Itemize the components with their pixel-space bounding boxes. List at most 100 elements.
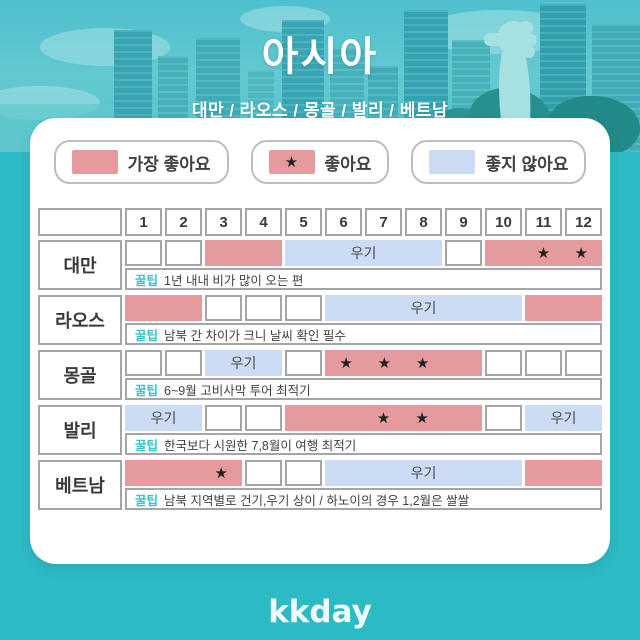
star-icon: ★ <box>376 409 391 427</box>
country-right: ★ 우기 꿀팁 남북 지역별로 건기,우기 상이 / 하노이의 경우 1,2월은 쌀쌀 <box>125 460 602 510</box>
tip-tag: 꿀팁 <box>135 328 159 343</box>
content-card: 가장 좋아요 ★ 좋아요 좋지 않아요 1 2 3 4 5 6 7 8 9 10 11 12 대만 우기 ★… <box>30 118 610 564</box>
best-cell: ★ ★ <box>285 405 482 431</box>
month-header-cell: 11 <box>525 208 562 236</box>
star-icon: ★ <box>415 354 430 372</box>
country-label: 발리 <box>38 405 122 455</box>
month-header-cell: 12 <box>565 208 602 236</box>
bad-color-swatch <box>429 150 476 174</box>
month-header-grid: 1 2 3 4 5 6 7 8 9 10 11 12 <box>125 208 602 236</box>
legend-item-bad: 좋지 않아요 <box>411 140 587 184</box>
month-header-cell: 6 <box>325 208 362 236</box>
month-header-cell: 3 <box>205 208 242 236</box>
month-header-cell: 7 <box>365 208 402 236</box>
month-cell <box>245 460 282 486</box>
month-cell <box>485 350 522 376</box>
month-cell <box>525 350 562 376</box>
best-cell <box>125 295 202 321</box>
best-cell <box>205 240 282 266</box>
rainy-cell: 우기 <box>285 240 442 266</box>
star-icon: ★ <box>415 409 429 427</box>
star-icon: ★ <box>536 244 551 262</box>
tip-row: 꿀팁 6~9월 고비사막 투어 최적기 <box>125 378 602 400</box>
country-block: 발리 우기 ★ ★ 우기 꿀팁 한국보다 시원한 7,8월이 여행 최적기 <box>38 405 602 455</box>
country-label: 대만 <box>38 240 122 290</box>
rainy-cell: 우기 <box>205 350 282 376</box>
tip-text: 남북 간 차이가 크니 날씨 확인 필수 <box>164 328 346 343</box>
best-cell: ★ <box>125 460 242 486</box>
country-label: 라오스 <box>38 295 122 345</box>
country-block: 베트남 ★ 우기 꿀팁 남북 지역별로 건기,우기 상이 / 하노이의 경우 1,2월은… <box>38 460 602 510</box>
tip-tag: 꿀팁 <box>135 383 159 398</box>
tip-tag: 꿀팁 <box>135 438 159 453</box>
star-subgrid: ★ <box>127 462 240 484</box>
month-header-cell: 2 <box>165 208 202 236</box>
legend-item-star: ★ 좋아요 <box>250 140 390 184</box>
month-cell <box>125 240 162 266</box>
star-subgrid: ★ ★ <box>287 407 480 429</box>
kkday-logo: kkday <box>268 594 372 630</box>
rainy-cell: 우기 <box>125 405 202 431</box>
star-color-swatch: ★ <box>268 150 315 174</box>
star-subgrid: ★ ★ <box>487 242 600 264</box>
rainy-cell: 우기 <box>325 295 522 321</box>
star-icon: ★ <box>339 354 353 372</box>
legend-label: 좋지 않아요 <box>485 154 569 174</box>
legend-label: 가장 좋아요 <box>127 154 211 174</box>
merlion-statue-icon <box>484 21 537 136</box>
country-right: 우기 ★ ★ 우기 꿀팁 한국보다 시원한 7,8월이 여행 최적기 <box>125 405 602 455</box>
rainy-cell: 우기 <box>525 405 602 431</box>
tip-text: 6~9월 고비사막 투어 최적기 <box>164 383 311 398</box>
legend: 가장 좋아요 ★ 좋아요 좋지 않아요 <box>30 140 610 184</box>
month-cell <box>125 350 162 376</box>
tip-tag: 꿀팁 <box>135 273 159 288</box>
tip-row: 꿀팁 1년 내내 비가 많이 오는 편 <box>125 268 602 290</box>
month-cell <box>285 460 322 486</box>
star-icon: ★ <box>284 153 299 171</box>
best-cell <box>525 295 602 321</box>
tip-row: 꿀팁 남북 지역별로 건기,우기 상이 / 하노이의 경우 1,2월은 쌀쌀 <box>125 488 602 510</box>
month-cell <box>565 350 602 376</box>
country-label: 몽골 <box>38 350 122 400</box>
month-cell <box>165 350 202 376</box>
country-block: 몽골 우기 ★ ★ ★ 꿀팁 6~9월 고비사막 투어 최적기 <box>38 350 602 400</box>
tip-text: 남북 지역별로 건기,우기 상이 / 하노이의 경우 1,2월은 쌀쌀 <box>164 493 470 508</box>
page-subtitle: 대만 / 라오스 / 몽골 / 발리 / 베트남 <box>191 101 449 120</box>
month-cell <box>285 350 322 376</box>
month-cell <box>205 295 242 321</box>
best-cell: ★ ★ <box>485 240 602 266</box>
star-icon: ★ <box>377 354 392 372</box>
month-cell <box>285 295 322 321</box>
month-data-grid: 우기 <box>125 295 602 321</box>
month-header-cell: 1 <box>125 208 162 236</box>
table-header-row: 1 2 3 4 5 6 7 8 9 10 11 12 <box>38 208 602 236</box>
legend-item-best: 가장 좋아요 <box>53 140 229 184</box>
country-right: 우기 ★ ★ 꿀팁 1년 내내 비가 많이 오는 편 <box>125 240 602 290</box>
best-color-swatch <box>71 150 118 174</box>
month-header-cell: 4 <box>245 208 282 236</box>
month-header-cell: 8 <box>405 208 442 236</box>
rainy-cell: 우기 <box>325 460 522 486</box>
star-icon: ★ <box>574 244 588 262</box>
month-header-cell: 10 <box>485 208 522 236</box>
month-data-grid: 우기 ★ ★ 우기 <box>125 405 602 431</box>
month-cell <box>205 405 242 431</box>
month-cell <box>165 240 202 266</box>
month-cell <box>245 295 282 321</box>
country-right: 우기 ★ ★ ★ 꿀팁 6~9월 고비사막 투어 최적기 <box>125 350 602 400</box>
star-subgrid: ★ ★ ★ <box>327 352 480 374</box>
best-cell: ★ ★ ★ <box>325 350 482 376</box>
month-cell <box>445 240 482 266</box>
page-title: 아시아 <box>261 35 379 79</box>
star-icon: ★ <box>214 464 228 482</box>
tip-text: 1년 내내 비가 많이 오는 편 <box>164 273 304 288</box>
country-label: 베트남 <box>38 460 122 510</box>
month-data-grid: ★ 우기 <box>125 460 602 486</box>
month-header-cell: 5 <box>285 208 322 236</box>
month-header-cell: 9 <box>445 208 482 236</box>
legend-label: 좋아요 <box>324 154 372 174</box>
month-cell <box>245 405 282 431</box>
month-cell <box>485 405 522 431</box>
table-header-right: 1 2 3 4 5 6 7 8 9 10 11 12 <box>125 208 602 236</box>
